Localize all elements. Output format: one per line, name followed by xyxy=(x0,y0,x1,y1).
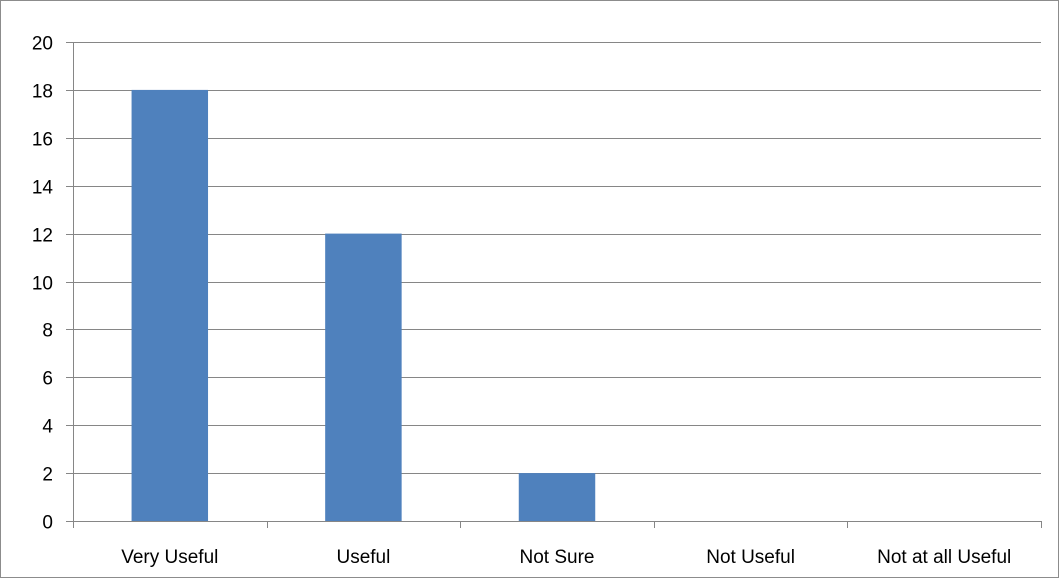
y-tick-label: 18 xyxy=(32,82,53,103)
bars xyxy=(131,89,596,522)
y-tick-label: 6 xyxy=(42,369,53,390)
axes xyxy=(66,42,1042,528)
y-tick-label: 8 xyxy=(42,321,53,342)
x-tick-label: Not Sure xyxy=(520,547,595,568)
bar xyxy=(325,233,402,521)
y-axis-tick-labels: 0 2 4 6 8 10 12 14 16 18 20 xyxy=(32,34,54,534)
x-tick-label: Not Useful xyxy=(706,547,795,568)
x-tick-label: Very Useful xyxy=(121,547,218,568)
y-tick-label: 12 xyxy=(32,226,53,247)
y-tick-label: 14 xyxy=(32,178,54,199)
bar xyxy=(518,473,596,521)
y-tick-label: 20 xyxy=(32,34,53,55)
y-tick-label: 4 xyxy=(42,417,53,438)
y-tick-label: 2 xyxy=(42,465,53,486)
y-tick-label: 10 xyxy=(32,274,53,295)
bar xyxy=(131,89,209,522)
x-tick-label: Useful xyxy=(336,547,390,568)
gridlines xyxy=(73,42,1041,474)
x-tick-label: Not at all Useful xyxy=(877,547,1011,568)
y-tick-label: 16 xyxy=(32,130,53,151)
y-tick-label: 0 xyxy=(42,513,53,534)
x-axis-tick-labels: Very Useful Useful Not Sure Not Useful Not a… xyxy=(121,547,1011,568)
